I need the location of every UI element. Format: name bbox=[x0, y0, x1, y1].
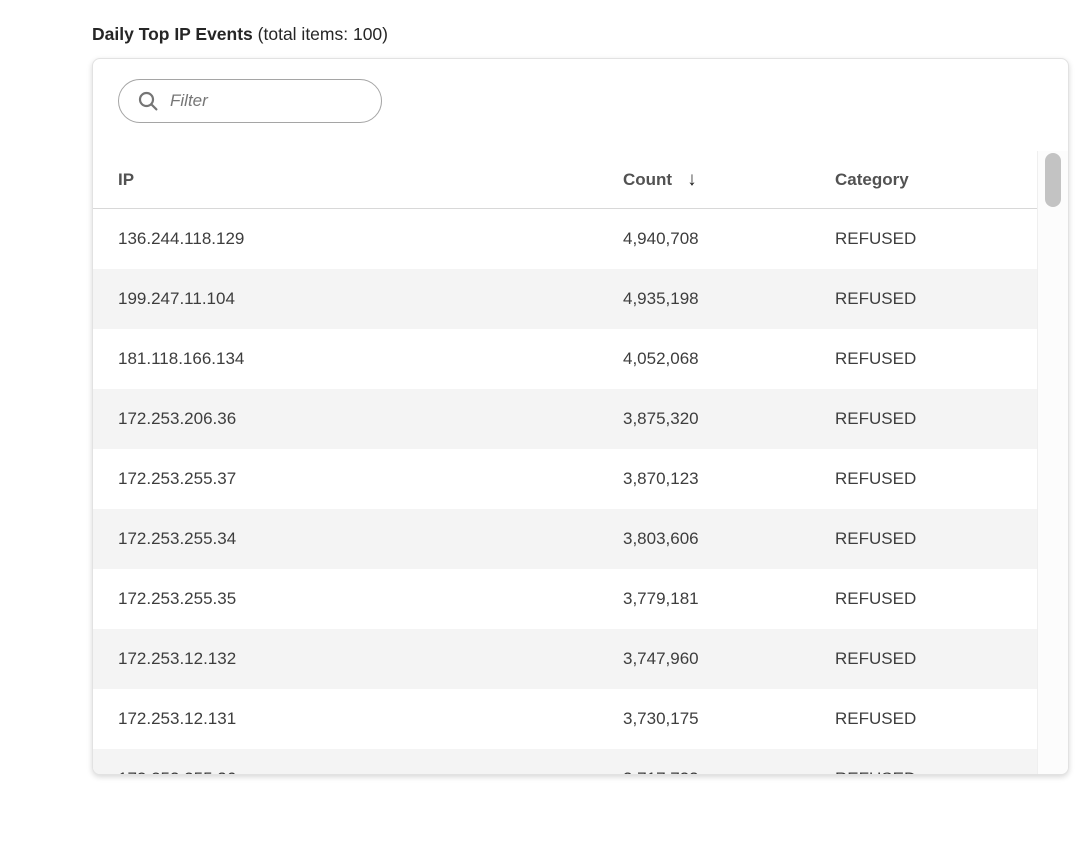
cell-ip: 172.253.12.131 bbox=[118, 709, 237, 728]
cell-category: REFUSED bbox=[835, 709, 917, 728]
cell-ip: 172.253.255.35 bbox=[118, 589, 237, 608]
table-row: 199.247.11.104 4,935,198 REFUSED bbox=[93, 269, 1037, 329]
filter-area bbox=[93, 59, 1068, 151]
cell-count: 4,940,708 bbox=[623, 229, 699, 248]
table-row: 172.253.255.35 3,779,181 REFUSED bbox=[93, 569, 1037, 629]
cell-count: 3,717,733 bbox=[623, 769, 835, 774]
filter-input[interactable] bbox=[170, 91, 367, 111]
table-header-row: IP Count ↓ Category bbox=[93, 151, 1037, 209]
cell-category: REFUSED bbox=[835, 769, 1037, 774]
cell-ip: 172.253.12.132 bbox=[118, 649, 237, 668]
page-title-main: Daily Top IP Events bbox=[92, 24, 253, 44]
table-row: 172.253.255.36 3,717,733 REFUSED bbox=[93, 749, 1037, 774]
table-row: 172.253.206.36 3,875,320 REFUSED bbox=[93, 389, 1037, 449]
cell-count: 3,870,123 bbox=[623, 469, 699, 488]
cell-category: REFUSED bbox=[835, 349, 917, 368]
table-row: 136.244.118.129 4,940,708 REFUSED bbox=[93, 209, 1037, 269]
cell-count: 3,779,181 bbox=[623, 589, 699, 608]
scrollbar-thumb[interactable] bbox=[1045, 153, 1061, 207]
cell-count: 3,875,320 bbox=[623, 409, 699, 428]
cell-category: REFUSED bbox=[835, 289, 917, 308]
table-main: IP Count ↓ Category 136.244.118.129 4,94… bbox=[93, 151, 1037, 774]
table-row: 181.118.166.134 4,052,068 REFUSED bbox=[93, 329, 1037, 389]
table-row: 172.253.255.34 3,803,606 REFUSED bbox=[93, 509, 1037, 569]
filter-field[interactable] bbox=[118, 79, 382, 123]
daily-top-ip-events-panel: IP Count ↓ Category 136.244.118.129 4,94… bbox=[92, 58, 1069, 775]
cell-category: REFUSED bbox=[835, 649, 917, 668]
cell-ip: 172.253.255.37 bbox=[118, 469, 237, 488]
column-header-ip-label: IP bbox=[118, 169, 135, 189]
cell-ip: 181.118.166.134 bbox=[118, 349, 245, 368]
cell-ip: 172.253.255.36 bbox=[93, 769, 623, 774]
page-title-meta: (total items: 100) bbox=[252, 24, 388, 44]
cell-category: REFUSED bbox=[835, 529, 917, 548]
cell-ip: 136.244.118.129 bbox=[118, 229, 245, 248]
cell-category: REFUSED bbox=[835, 469, 917, 488]
cell-count: 4,935,198 bbox=[623, 289, 699, 308]
cell-category: REFUSED bbox=[835, 229, 917, 248]
table-row: 172.253.255.37 3,870,123 REFUSED bbox=[93, 449, 1037, 509]
column-header-count-label: Count bbox=[623, 169, 673, 189]
cell-count: 3,747,960 bbox=[623, 649, 699, 668]
table-row: 172.253.12.132 3,747,960 REFUSED bbox=[93, 629, 1037, 689]
cell-ip: 172.253.255.34 bbox=[118, 529, 237, 548]
table: IP Count ↓ Category 136.244.118.129 4,94… bbox=[93, 151, 1068, 774]
cell-ip: 199.247.11.104 bbox=[118, 289, 235, 308]
column-header-ip[interactable]: IP bbox=[93, 170, 623, 190]
sort-descending-icon: ↓ bbox=[687, 169, 697, 190]
cell-ip: 172.253.206.36 bbox=[118, 409, 237, 428]
column-header-count[interactable]: Count ↓ bbox=[623, 170, 835, 190]
column-header-category-label: Category bbox=[835, 169, 909, 189]
cell-count: 3,803,606 bbox=[623, 529, 699, 548]
scrollbar-track[interactable] bbox=[1037, 151, 1068, 774]
page-title: Daily Top IP Events (total items: 100) bbox=[92, 24, 388, 45]
cell-category: REFUSED bbox=[835, 409, 917, 428]
cell-count: 3,730,175 bbox=[623, 709, 699, 728]
table-body: 136.244.118.129 4,940,708 REFUSED 199.24… bbox=[93, 209, 1037, 774]
cell-category: REFUSED bbox=[835, 589, 917, 608]
cell-count: 4,052,068 bbox=[623, 349, 699, 368]
column-header-category[interactable]: Category bbox=[835, 170, 1037, 190]
search-icon bbox=[137, 90, 159, 112]
table-row: 172.253.12.131 3,730,175 REFUSED bbox=[93, 689, 1037, 749]
